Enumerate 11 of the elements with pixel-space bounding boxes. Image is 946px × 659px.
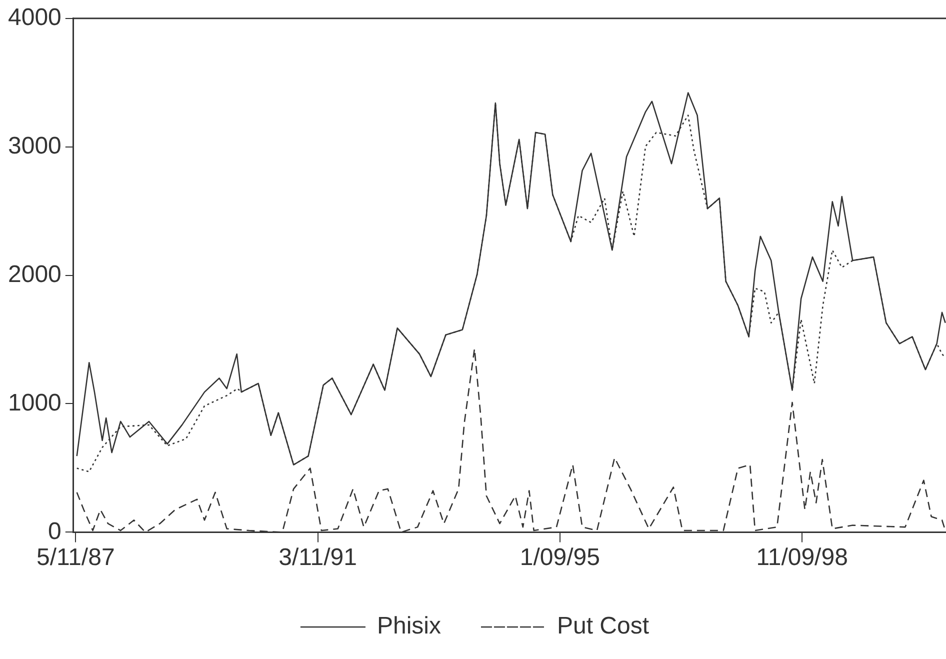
legend-label: Phisix	[376, 612, 441, 640]
y-tick-label: 3000	[8, 132, 62, 160]
y-tick-label: 1000	[8, 389, 62, 416]
x-tick-label: 5/11/87	[36, 544, 115, 572]
legend-label: Put Cost	[556, 612, 650, 640]
y-tick-label: 0	[48, 518, 62, 545]
x-tick-label: 3/11/91	[278, 544, 357, 572]
y-tick-label: 4000	[8, 4, 62, 32]
x-tick-label: 11/09/98	[756, 544, 848, 572]
y-tick-label: 2000	[8, 260, 62, 288]
x-tick-label: 1/09/95	[520, 544, 600, 572]
